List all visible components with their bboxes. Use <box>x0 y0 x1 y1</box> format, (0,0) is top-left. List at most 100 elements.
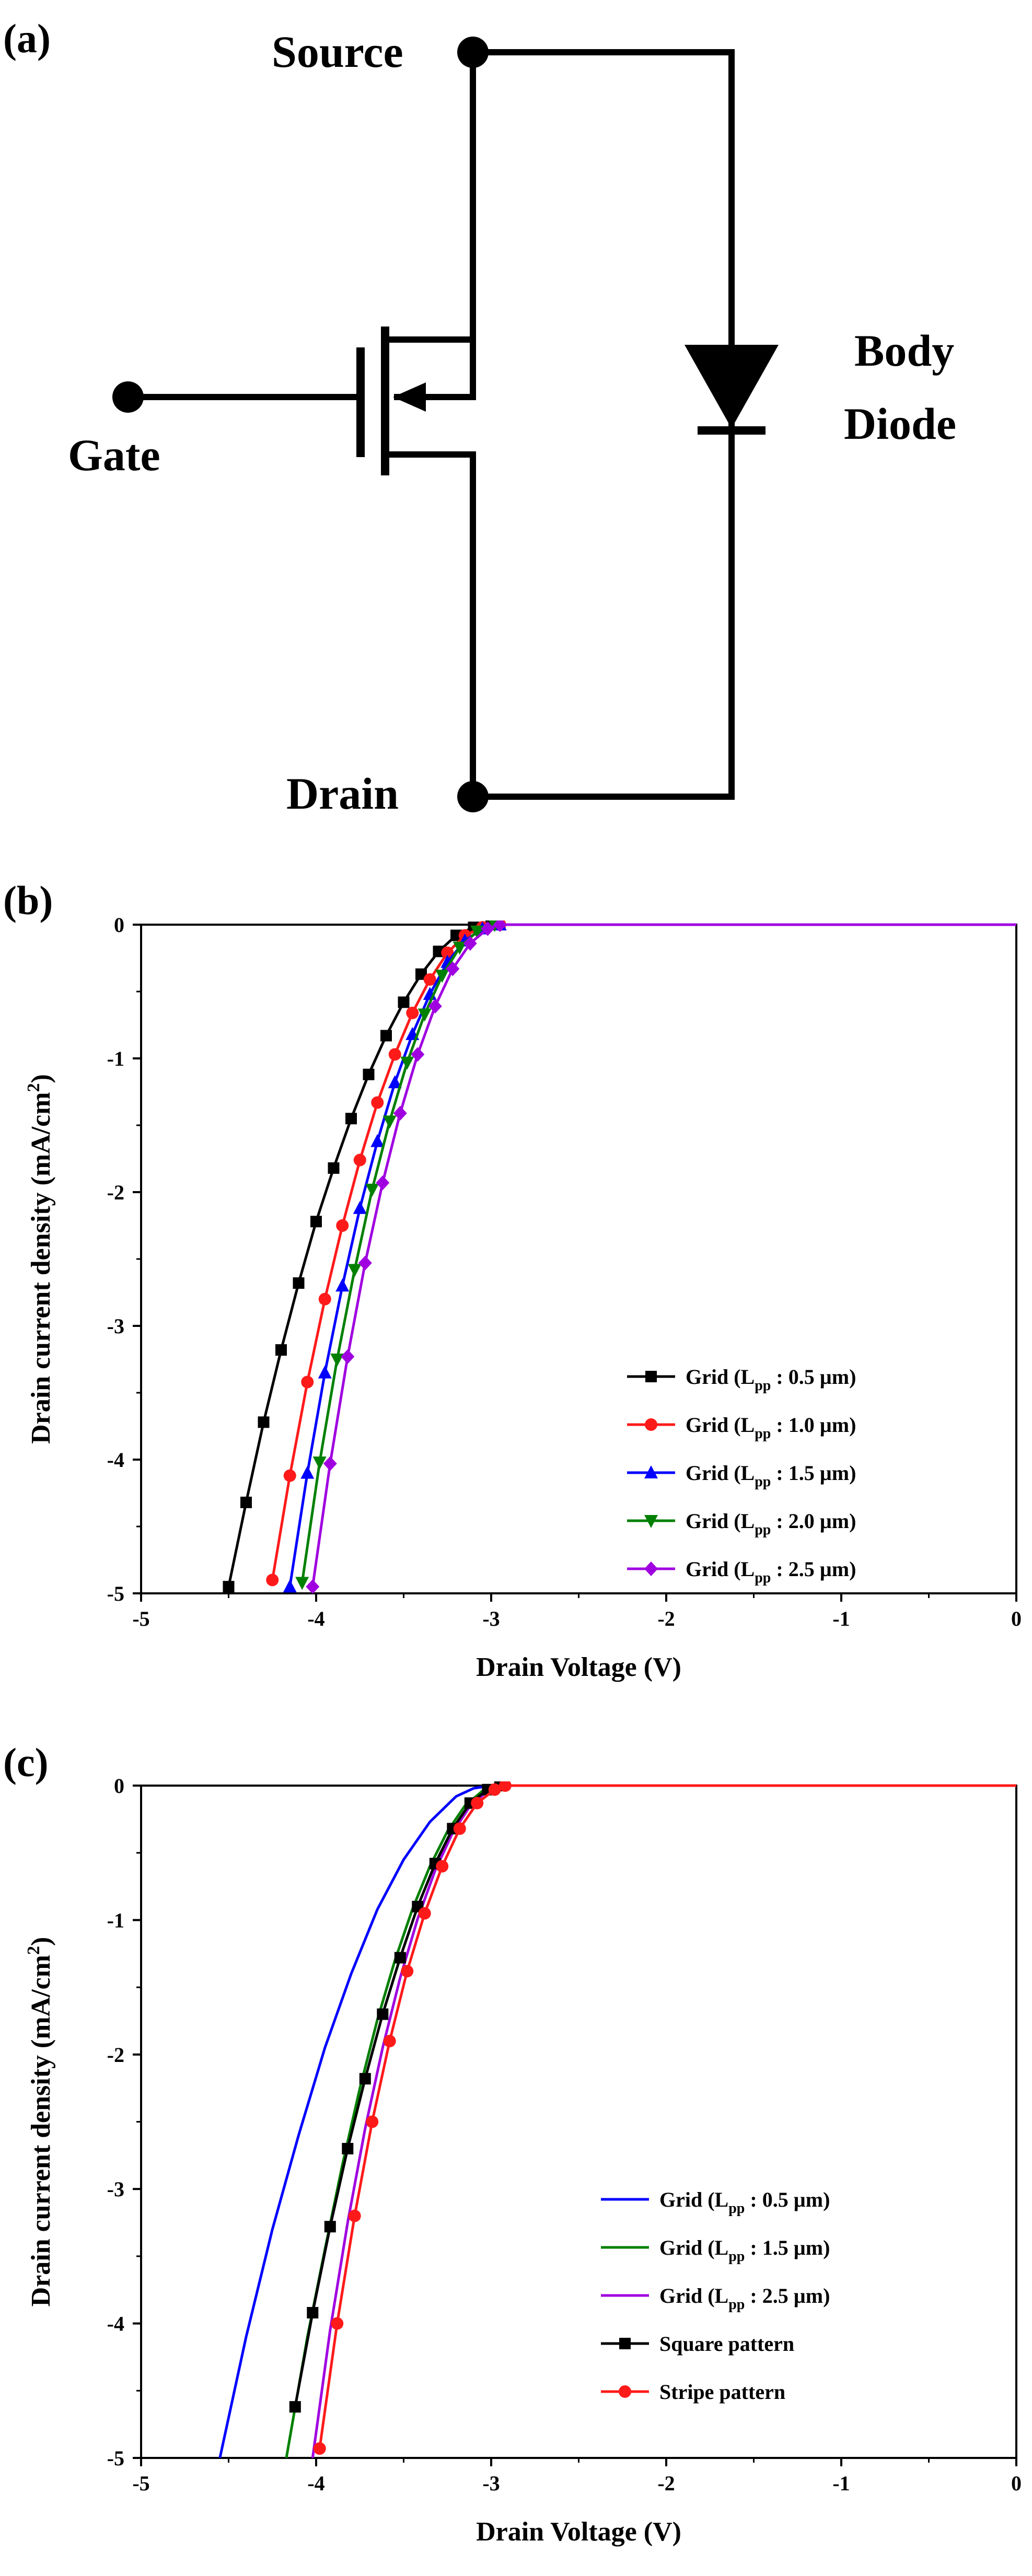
y-tick-label: -3 <box>107 1314 124 1338</box>
series-1 <box>223 920 1016 1593</box>
data-point <box>366 2115 379 2128</box>
diode-triangle <box>685 345 779 428</box>
data-point <box>398 996 410 1008</box>
y-tick-label: -2 <box>107 2043 124 2067</box>
y-tick-label: 0 <box>114 1774 124 1798</box>
data-point <box>493 920 507 932</box>
data-point <box>331 2317 344 2330</box>
data-point <box>428 999 442 1014</box>
body-label: Body <box>854 325 954 376</box>
circuit-wires <box>125 49 735 800</box>
legend-swatch-marker <box>619 2385 631 2398</box>
x-axis-title: Drain Voltage (V) <box>476 1652 681 1682</box>
diode-label: Diode <box>844 399 956 449</box>
data-point <box>498 1781 512 1792</box>
data-point <box>400 1056 414 1070</box>
legend-label: Grid (Lpp : 1.5 µm) <box>686 1461 856 1490</box>
series-line <box>227 923 1016 1587</box>
y-axis-title: Drain current density (mA/cm2) <box>24 1074 56 1444</box>
legend-entry: Grid (Lpp : 1.0 µm) <box>627 1413 856 1442</box>
data-point <box>415 968 427 980</box>
x-tick-label: -2 <box>657 2472 675 2495</box>
data-point <box>358 1255 372 1270</box>
series-4 <box>295 920 1016 1590</box>
data-point <box>345 1113 357 1125</box>
data-point <box>418 1907 431 1920</box>
series-3 <box>283 920 1016 1593</box>
data-point <box>348 2209 361 2222</box>
y-tick-label: -2 <box>107 1181 124 1204</box>
data-point <box>453 1822 466 1835</box>
data-point <box>318 1365 332 1379</box>
data-point <box>275 1344 287 1356</box>
panel-a-circuit: (a) Source Gate Drain Body Diode <box>3 16 956 819</box>
y-tick-label: -4 <box>107 2312 124 2336</box>
x-tick-label: 0 <box>1011 2472 1022 2495</box>
legend-label: Grid (Lpp : 1.5 µm) <box>659 2236 830 2265</box>
data-point <box>293 1277 305 1289</box>
data-point <box>312 1456 327 1470</box>
data-point <box>471 1797 484 1810</box>
legend-entry: Grid (Lpp : 2.5 µm) <box>601 2284 830 2313</box>
data-point <box>481 921 495 936</box>
legend-entry: Grid (Lpp : 2.5 µm) <box>627 1557 856 1586</box>
data-point <box>313 2442 326 2455</box>
legend-label: Grid (Lpp : 2.5 µm) <box>686 1557 856 1586</box>
series-line <box>285 1784 1016 2458</box>
series-line <box>271 923 1016 1580</box>
x-tick-label: -4 <box>307 2472 324 2495</box>
data-point <box>353 1153 366 1167</box>
legend-entry: Grid (Lpp : 1.5 µm) <box>601 2236 830 2265</box>
data-point <box>423 973 436 986</box>
legend-entry: Stripe pattern <box>601 2380 785 2404</box>
legend-entry: Grid (Lpp : 2.0 µm) <box>627 1509 856 1538</box>
data-point <box>453 941 467 955</box>
series-line <box>311 1784 1016 2458</box>
data-point <box>318 1292 331 1306</box>
gate-label: Gate <box>68 430 160 480</box>
data-point <box>289 2401 301 2413</box>
legend-swatch-marker <box>644 1465 658 1478</box>
y-axis-title: Drain current density (mA/cm2) <box>24 1937 56 2307</box>
data-point <box>406 1006 419 1019</box>
data-point <box>371 1096 384 1109</box>
data-point <box>394 1952 406 1964</box>
x-tick-label: -1 <box>832 2472 850 2495</box>
x-tick-label: -4 <box>307 1607 324 1630</box>
data-point <box>418 1008 432 1022</box>
data-point <box>336 1219 349 1232</box>
data-point <box>223 1581 235 1593</box>
data-point <box>342 2142 354 2154</box>
x-tick-label: -5 <box>132 1607 149 1630</box>
series-5 <box>306 920 1016 1593</box>
y-tick-label: -1 <box>107 1047 124 1070</box>
panel-a-tag: (a) <box>3 16 51 61</box>
x-tick-label: -3 <box>482 1607 500 1630</box>
y-tick-label: -5 <box>107 1582 124 1605</box>
legend-swatch-marker <box>644 1561 658 1576</box>
y-tick-label: -1 <box>107 1908 124 1932</box>
data-point <box>307 2307 319 2319</box>
series-4 <box>289 1781 1016 2413</box>
legend-entry: Square pattern <box>601 2332 794 2356</box>
series-line <box>218 1784 1016 2458</box>
data-point <box>301 1376 314 1389</box>
y-tick-label: -3 <box>107 2177 124 2201</box>
legend-label: Grid (Lpp : 1.0 µm) <box>686 1413 856 1442</box>
data-point <box>446 961 460 976</box>
data-point <box>377 2008 389 2020</box>
data-point <box>310 1216 322 1228</box>
legend-entry: Grid (Lpp : 0.5 µm) <box>601 2188 830 2217</box>
x-tick-label: -2 <box>657 1607 675 1630</box>
data-point <box>470 925 484 939</box>
source-terminal <box>457 37 489 68</box>
legend-swatch-marker <box>645 1418 657 1431</box>
plot-frame <box>140 1785 1017 2459</box>
series-1 <box>218 1784 1016 2458</box>
data-point <box>335 1278 350 1292</box>
x-tick-label: -1 <box>832 1607 850 1630</box>
data-point <box>370 1134 385 1147</box>
legend-label: Square pattern <box>659 2332 794 2356</box>
drain-terminal <box>457 781 489 812</box>
